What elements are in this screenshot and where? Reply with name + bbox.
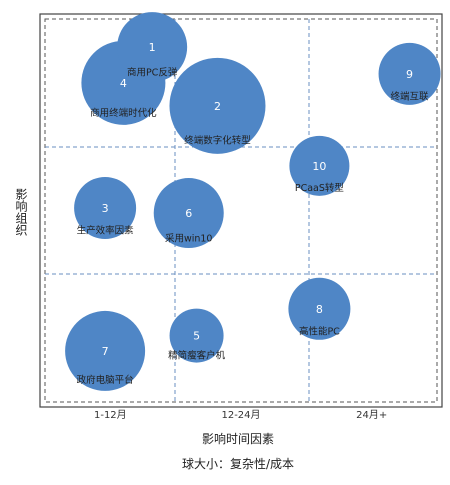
bubble-1 (117, 12, 188, 83)
bubble-label-2: 终端数字化转型 (184, 134, 251, 146)
bubble-number-10: 10 (312, 160, 326, 173)
size-caption: 球大小：复杂性/成本 (182, 457, 294, 471)
bubble-9 (378, 42, 441, 105)
bubble-number-7: 7 (102, 345, 109, 358)
bubble-label-9: 终端互联 (391, 91, 430, 103)
bubble-label-1: 商用PC反弹 (127, 67, 178, 79)
bubble-number-4: 4 (120, 77, 127, 90)
bubble-label-4: 商用终端时代化 (90, 107, 157, 119)
bubble-number-3: 3 (102, 202, 109, 215)
bubble-label-5: 精简瘦客户机 (168, 350, 226, 362)
bubble-label-10: PCaaS转型 (295, 182, 345, 194)
bubble-8 (288, 277, 351, 340)
x-axis-label: 影响时间因素 (202, 431, 274, 446)
bubble-number-5: 5 (193, 330, 200, 343)
bubble-number-8: 8 (316, 303, 323, 316)
bubble-label-3: 生产效率因素 (77, 225, 135, 237)
bubble-label-7: 政府电脑平台 (77, 374, 134, 386)
bubble-label-6: 采用win10 (165, 234, 213, 245)
bubble-2 (169, 57, 266, 154)
plot-frame (39, 13, 443, 408)
bubble-number-9: 9 (406, 68, 413, 81)
x-tick-label: 12-24月 (221, 409, 260, 421)
bubble-number-6: 6 (185, 207, 192, 220)
x-tick-label: 24月+ (356, 409, 387, 421)
x-ticks: 1-12月 12-24月 24月+ (94, 409, 387, 421)
bubble-label-8: 高性能PC (299, 326, 340, 338)
bubble-6 (153, 178, 224, 249)
x-tick-label: 1-12月 (94, 409, 127, 421)
bubble-3 (74, 176, 137, 239)
bubbles-layer: 1 商用PC反弹 2 终端数字化转型 3 生产效率因素 4 商用终端时代化 5 精简瘦客户机 6 采用… (65, 12, 441, 391)
bubble-7 (65, 310, 146, 391)
plot-inner-frame (44, 18, 438, 403)
bubble-number-2: 2 (214, 100, 221, 113)
bubble-10 (289, 135, 350, 196)
y-axis-label: 影响组织 (14, 188, 28, 236)
bubble-number-1: 1 (149, 41, 156, 54)
bubble-5 (169, 308, 224, 363)
